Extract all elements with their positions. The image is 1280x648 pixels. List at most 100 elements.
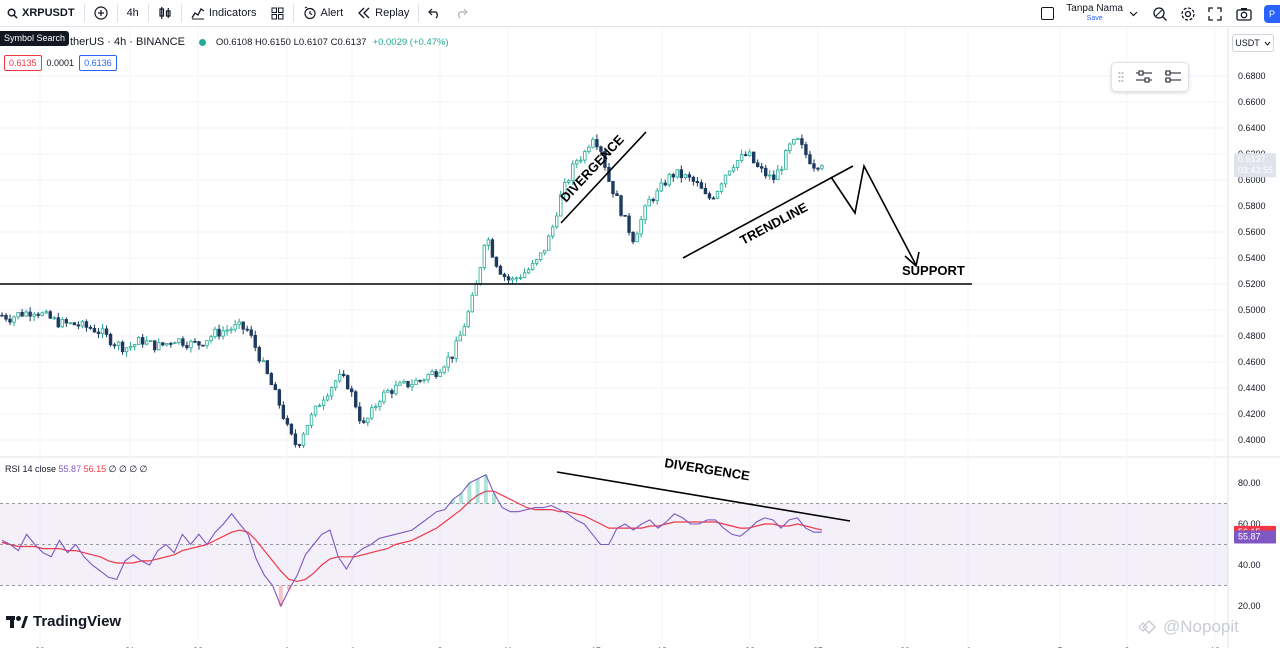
- candle-body: [651, 198, 655, 202]
- time-tick-label: 8: [437, 646, 442, 648]
- quick-search-icon[interactable]: [1152, 6, 1168, 22]
- settings-sliders-icon[interactable]: [1164, 70, 1182, 84]
- divider: [147, 4, 149, 22]
- replay-button[interactable]: Replay: [350, 0, 416, 27]
- candle-body: [639, 219, 643, 235]
- chart-name-label: Tanpa Nama: [1066, 2, 1123, 14]
- symbol-search-button[interactable]: XRPUSDT: [0, 0, 82, 27]
- divider: [116, 4, 118, 22]
- currency-unit-select[interactable]: USDT: [1232, 34, 1274, 52]
- price-axis[interactable]: 0.68000.66000.64000.62000.60000.58000.56…: [1234, 71, 1276, 611]
- time-tick-label: 11: [503, 646, 512, 648]
- candle-body: [816, 167, 820, 170]
- redo-button[interactable]: [448, 0, 475, 27]
- candle-body: [181, 338, 185, 346]
- candle-body: [72, 322, 77, 326]
- sell-price-button[interactable]: 0.6135: [4, 55, 42, 71]
- time-tick-label: 5: [1057, 646, 1062, 648]
- buy-price-button[interactable]: 0.6136: [79, 55, 117, 71]
- candle-body: [550, 226, 555, 237]
- symbol-legend[interactable]: therUS · 4h · BINANCE O0.6108 H0.6150 L0…: [70, 36, 449, 48]
- candle-body: [273, 384, 278, 391]
- candle-body: [358, 406, 362, 422]
- price-tick-label: 0.6600: [1238, 97, 1266, 107]
- candle-body: [201, 344, 205, 347]
- alert-button[interactable]: Alert: [296, 0, 351, 27]
- divergence-rsi-line: [556, 471, 851, 522]
- symbol-search-tooltip: Symbol Search: [0, 31, 70, 46]
- candle-body: [108, 333, 113, 346]
- candle-body: [305, 425, 310, 435]
- candle-body: [418, 379, 422, 382]
- candle-body: [257, 347, 261, 362]
- price-tick-label: 0.6800: [1238, 71, 1266, 81]
- candle-body: [603, 150, 607, 168]
- camera-icon[interactable]: [1236, 7, 1252, 21]
- candle-body: [691, 176, 696, 182]
- projection-arrowhead: [904, 251, 920, 268]
- candle-body: [679, 169, 684, 179]
- rewind-icon: [358, 7, 370, 19]
- candle-body: [426, 374, 430, 381]
- tradingview-logo[interactable]: TradingView: [6, 613, 121, 630]
- candle-body: [390, 390, 394, 394]
- candle-body: [438, 371, 442, 377]
- settings-sliders-icon[interactable]: [1135, 70, 1153, 84]
- interval-button[interactable]: 4h: [120, 0, 146, 27]
- chart-type-button[interactable]: [151, 0, 179, 27]
- candle-body: [776, 169, 780, 180]
- rsi-ma-value: 56.15: [83, 464, 107, 474]
- object-tree-panel[interactable]: [1111, 62, 1189, 92]
- candle-body: [711, 197, 716, 200]
- candle-body: [611, 181, 615, 195]
- candle-body: [24, 311, 28, 317]
- candle-body: [780, 168, 784, 171]
- candle-body: [145, 340, 149, 345]
- candle-body: [116, 341, 121, 346]
- chevron-down-icon[interactable]: [1129, 9, 1138, 18]
- candle-body: [237, 321, 241, 326]
- candle-body: [727, 170, 732, 176]
- indicators-button[interactable]: Indicators: [184, 0, 264, 27]
- candle-body: [245, 328, 249, 331]
- candle-body: [12, 316, 16, 323]
- templates-button[interactable]: [264, 0, 291, 27]
- candle-body: [165, 343, 169, 346]
- candle-body: [341, 373, 346, 376]
- gear-icon[interactable]: [1180, 6, 1196, 22]
- support-label: SUPPORT: [902, 263, 965, 278]
- time-axis[interactable]: 20 21 22 1 4 8 11 15 18 22 25 29 4 5 8 12: [35, 646, 1220, 648]
- rsi-legend[interactable]: RSI 14 close 55.87 56.15 ∅ ∅ ∅ ∅: [5, 464, 148, 475]
- candle-body: [808, 154, 812, 165]
- candle-body: [374, 406, 378, 409]
- undo-button[interactable]: [421, 0, 448, 27]
- publish-initial: P: [1268, 8, 1275, 19]
- candle-body: [671, 174, 675, 178]
- candle-body: [514, 277, 519, 280]
- candle-body: [249, 329, 253, 336]
- candle-body: [394, 384, 398, 394]
- rsi-line: [1, 474, 822, 608]
- time-tick-label: 29: [900, 646, 910, 648]
- candle-body: [209, 336, 213, 342]
- candle-body: [739, 154, 744, 162]
- divider: [292, 4, 294, 22]
- candle-body: [140, 337, 145, 345]
- candle-body: [715, 190, 720, 199]
- candle-body: [599, 146, 603, 152]
- candle-body: [157, 342, 161, 351]
- chart-name[interactable]: Tanpa Nama Save: [1066, 2, 1123, 24]
- drag-handle-icon[interactable]: [1118, 71, 1124, 83]
- compare-button[interactable]: [87, 0, 115, 27]
- candle-body: [189, 340, 193, 349]
- candle-body: [44, 311, 48, 314]
- publish-button[interactable]: P: [1264, 4, 1280, 23]
- candle-body: [136, 337, 141, 345]
- price-tick-label: 0.4000: [1238, 435, 1266, 445]
- candle-body: [498, 265, 503, 275]
- layout-select-icon[interactable]: [1041, 7, 1055, 20]
- fullscreen-icon[interactable]: [1208, 6, 1222, 21]
- candle-body: [354, 391, 358, 408]
- rsi-extra-values: ∅ ∅ ∅ ∅: [108, 464, 148, 474]
